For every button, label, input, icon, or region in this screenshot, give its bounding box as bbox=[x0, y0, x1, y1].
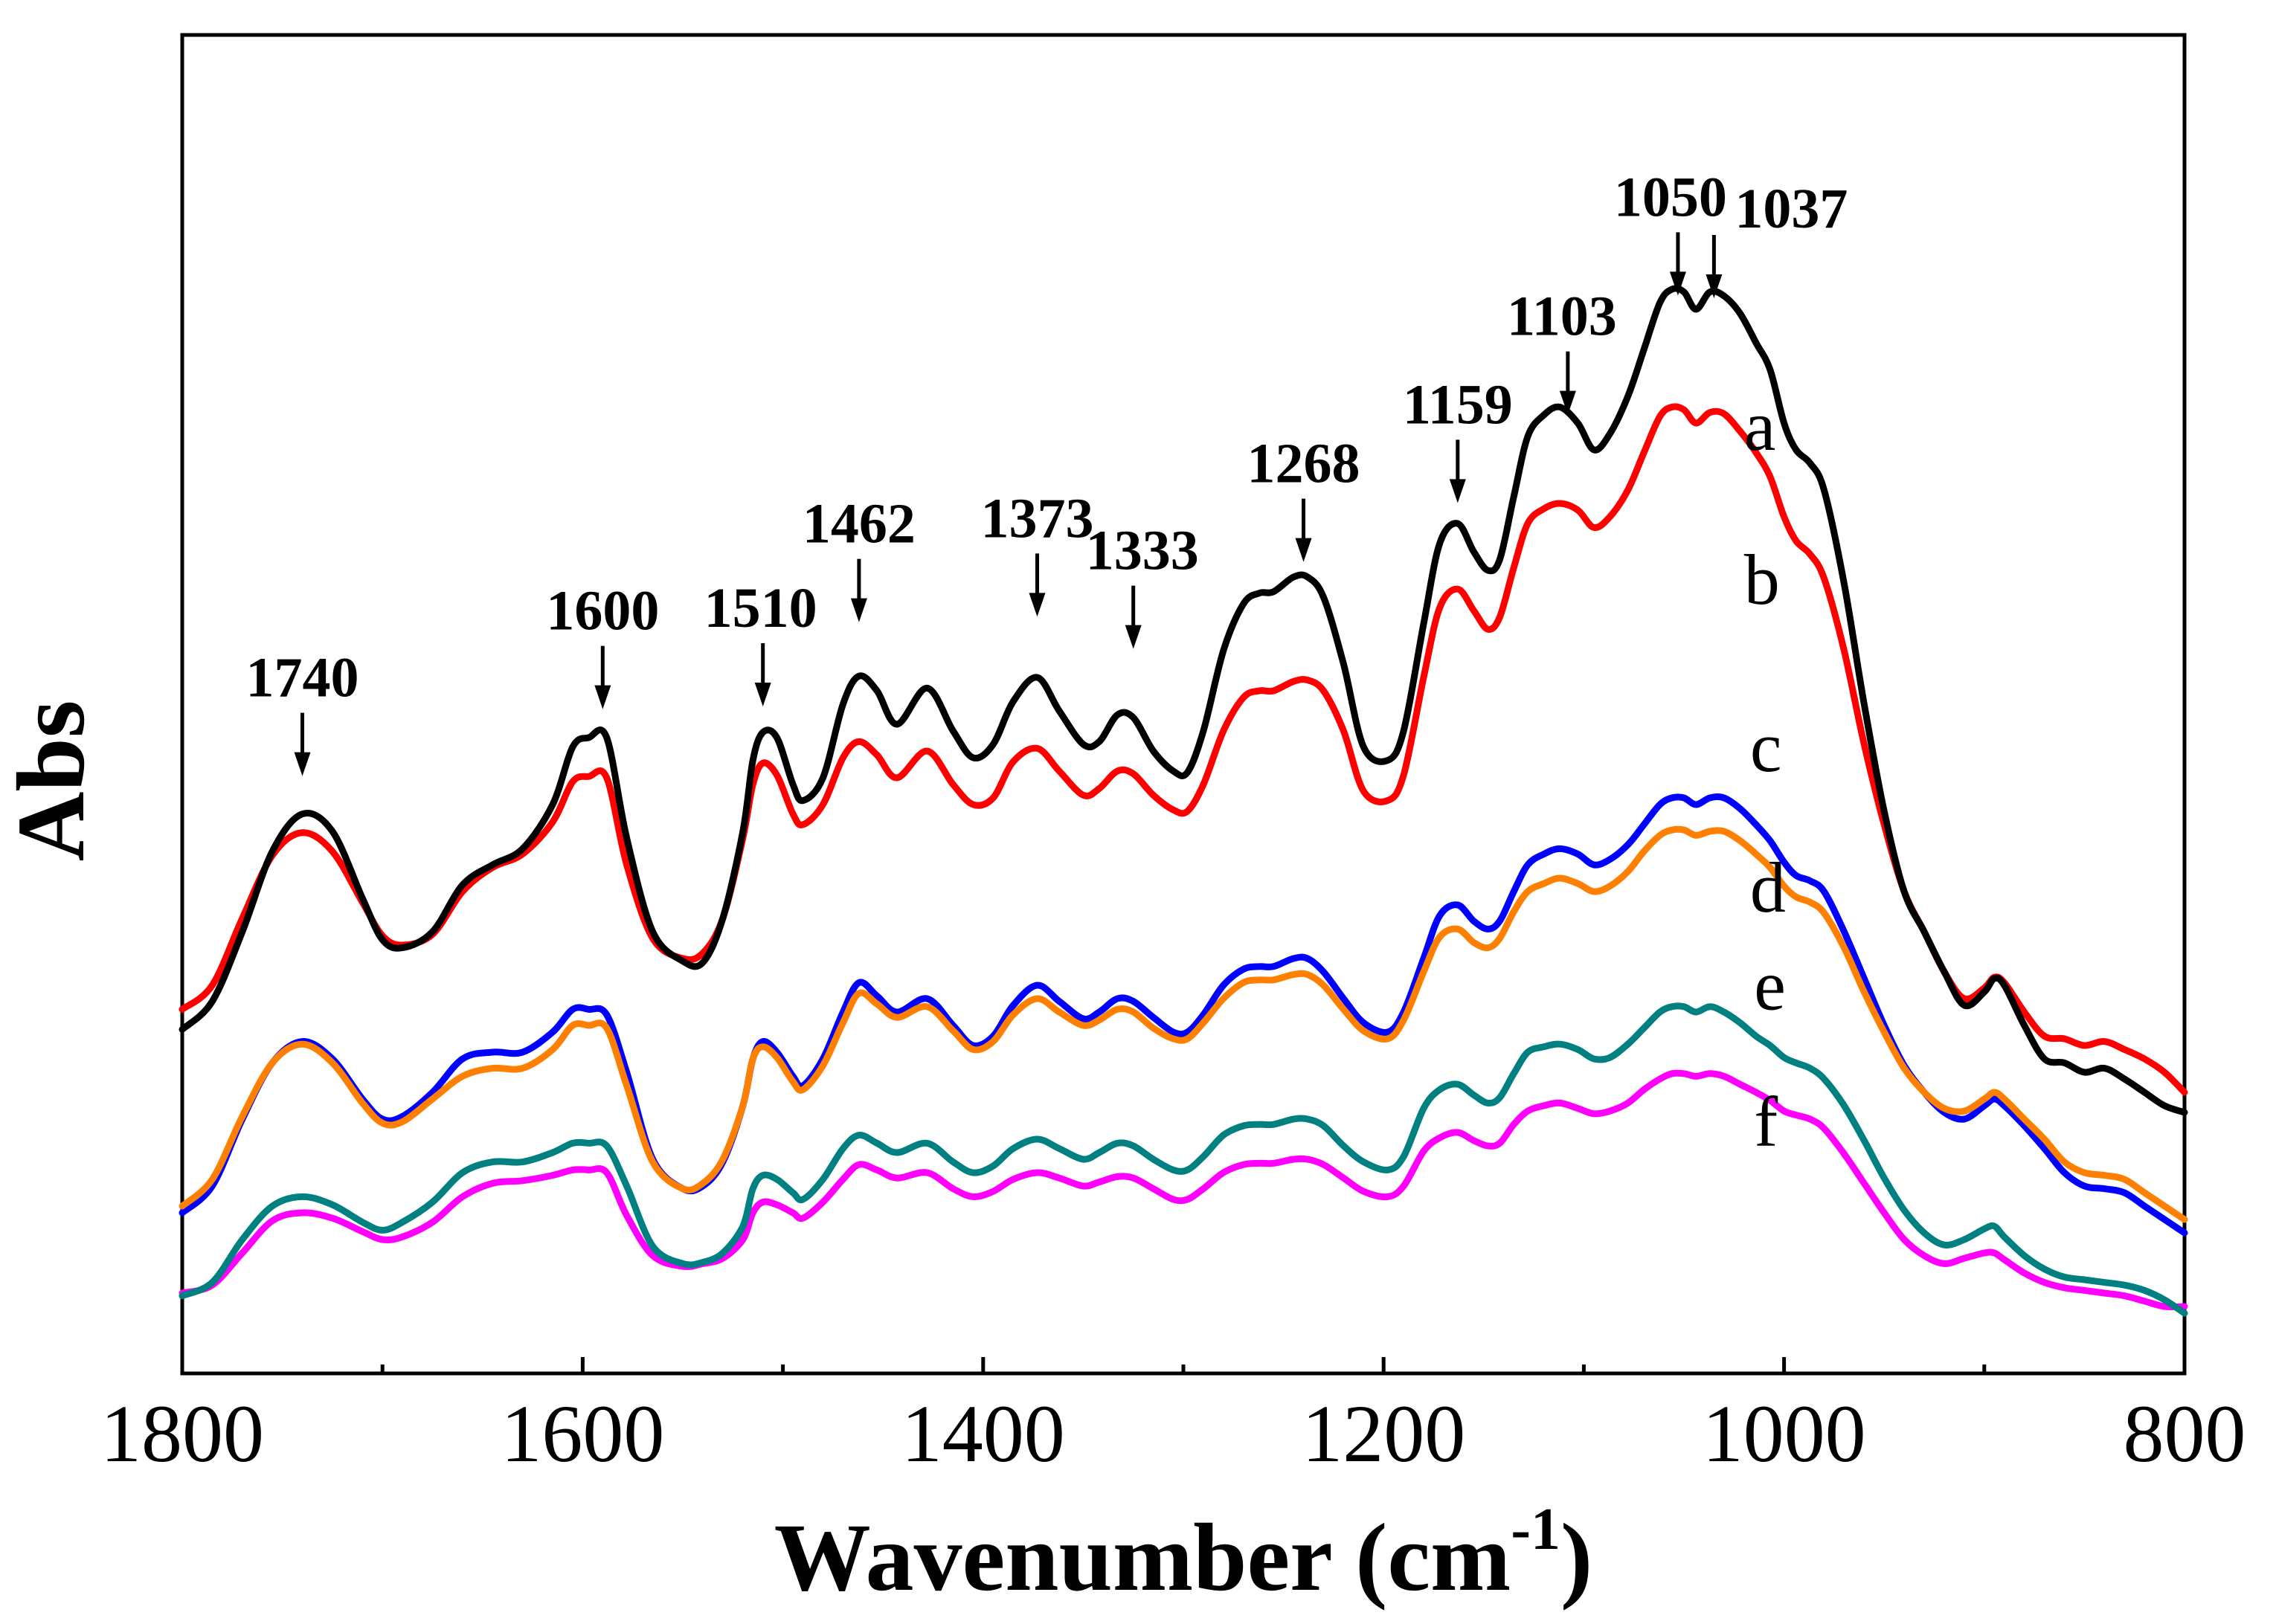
x-axis-label-main: Wavenumber bbox=[774, 1504, 1331, 1611]
x-tick-label-1200: 1200 bbox=[1302, 1388, 1465, 1479]
x-tick-label-1800: 1800 bbox=[100, 1388, 264, 1479]
x-axis-label: Wavenumber (cm-1) bbox=[774, 1497, 1593, 1611]
series-b-line bbox=[179, 403, 2188, 1096]
peak-label-1510: 1510 bbox=[704, 577, 817, 639]
x-axis-label-unit: (cm bbox=[1355, 1504, 1511, 1611]
peak-label-1600: 1600 bbox=[546, 580, 659, 642]
peak-arrowhead-1103 bbox=[1559, 390, 1576, 415]
peak-arrowhead-1510 bbox=[754, 683, 771, 706]
series-c-line bbox=[179, 793, 2188, 1237]
peak-label-1268: 1268 bbox=[1247, 433, 1360, 495]
peak-label-1050: 1050 bbox=[1614, 166, 1727, 228]
peak-arrowhead-1462 bbox=[850, 598, 867, 622]
series-label-b: b bbox=[1744, 540, 1780, 619]
peak-arrowhead-1050 bbox=[1669, 271, 1686, 296]
peak-label-1462: 1462 bbox=[803, 493, 916, 555]
peak-label-1740: 1740 bbox=[246, 647, 359, 709]
series-label-a: a bbox=[1744, 386, 1776, 465]
spectra-curves bbox=[179, 285, 2188, 1317]
series-d-line bbox=[179, 825, 2188, 1223]
peak-arrowhead-1600 bbox=[594, 685, 611, 709]
x-tick-label-800: 800 bbox=[2124, 1388, 2246, 1479]
y-axis-label: Abs bbox=[0, 700, 105, 862]
peak-arrowhead-1268 bbox=[1295, 538, 1312, 562]
peak-label-1037: 1037 bbox=[1735, 178, 1848, 240]
series-label-e: e bbox=[1754, 945, 1786, 1025]
peak-label-1159: 1159 bbox=[1403, 373, 1513, 436]
x-axis-label-unit-sup: -1 bbox=[1511, 1497, 1560, 1562]
series-e-line bbox=[179, 1002, 2188, 1317]
series-label-c: c bbox=[1750, 707, 1782, 787]
series-label-f: f bbox=[1754, 1082, 1778, 1161]
peak-label-1333: 1333 bbox=[1086, 520, 1199, 582]
x-tick-label-1000: 1000 bbox=[1703, 1388, 1866, 1479]
peak-arrowhead-1373 bbox=[1029, 593, 1046, 617]
peak-label-1103: 1103 bbox=[1507, 286, 1617, 348]
peak-arrowhead-1740 bbox=[294, 752, 311, 776]
peak-arrowhead-1037 bbox=[1706, 274, 1723, 298]
x-axis-ticks: 1800 1600 1400 1200 1000 800 bbox=[100, 1357, 2246, 1479]
series-a-line bbox=[179, 285, 2188, 1116]
x-axis-label-unit-close: ) bbox=[1560, 1504, 1592, 1611]
series-label-d: d bbox=[1750, 848, 1786, 927]
series-f-line bbox=[179, 1069, 2188, 1311]
x-tick-label-1600: 1600 bbox=[501, 1388, 664, 1479]
peak-arrowhead-1159 bbox=[1449, 479, 1466, 503]
peak-arrowhead-1333 bbox=[1125, 625, 1142, 649]
x-tick-label-1400: 1400 bbox=[901, 1388, 1065, 1479]
peak-label-1373: 1373 bbox=[980, 487, 1093, 550]
